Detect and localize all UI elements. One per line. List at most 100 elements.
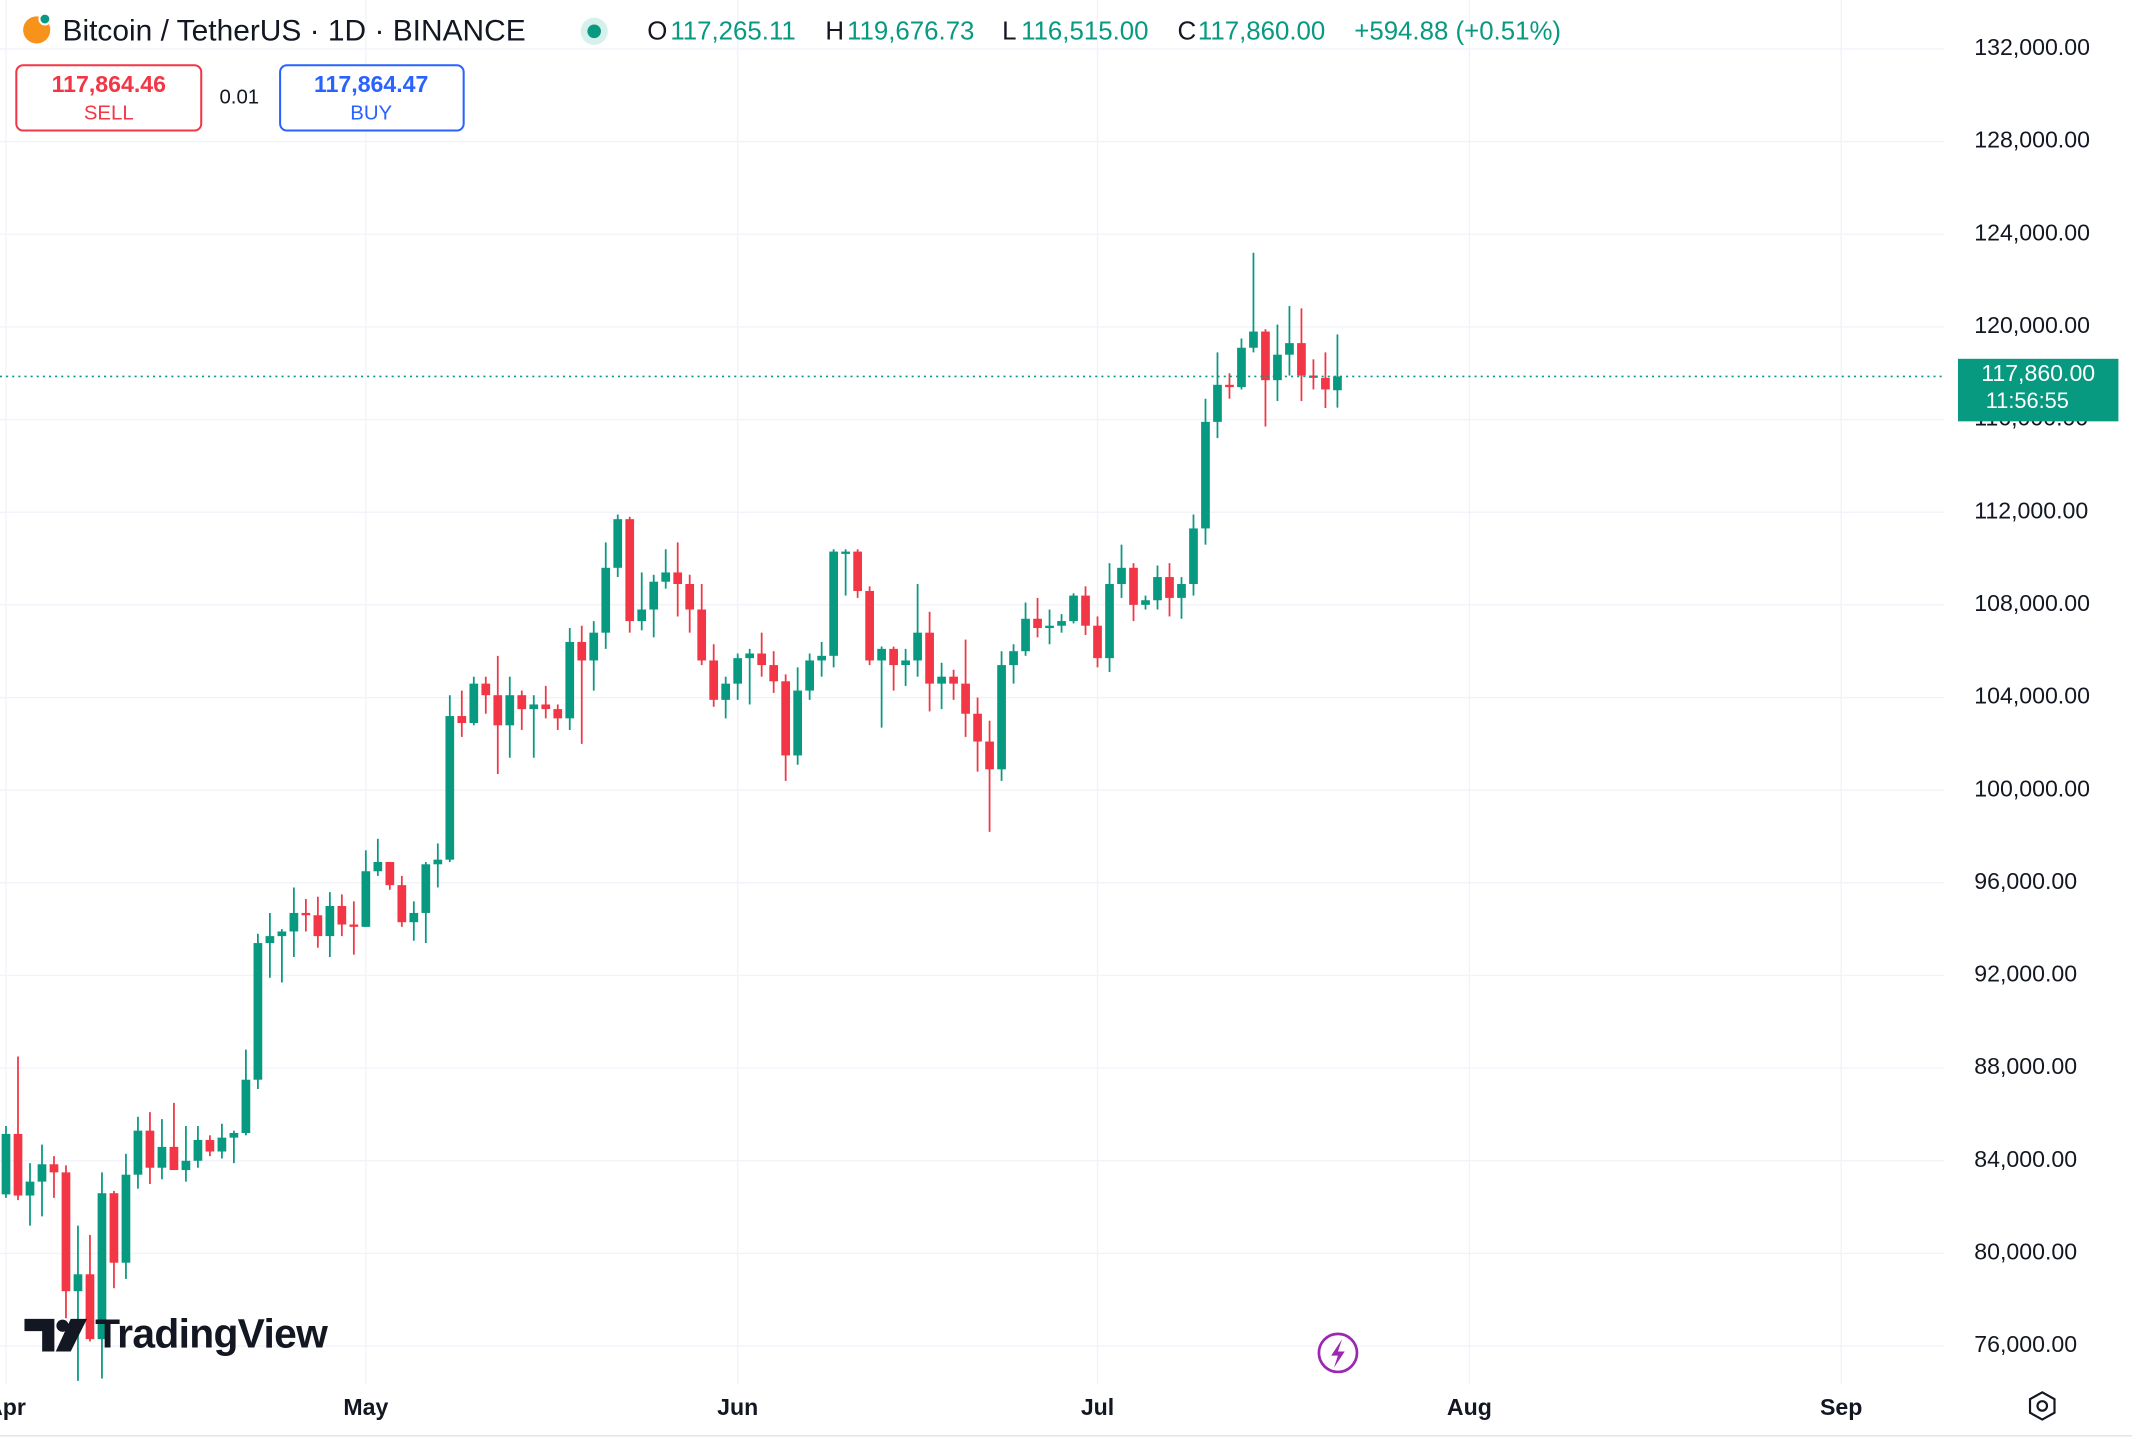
ohlc-value: 119,676.73 (847, 17, 974, 45)
lightning-button[interactable] (1317, 1332, 1359, 1374)
buy-price: 117,864.47 (314, 71, 428, 97)
candle-body (193, 1139, 203, 1161)
candle-body (925, 632, 934, 684)
settings-icon (2028, 1391, 2056, 1421)
ohlc-key: C (1177, 17, 1196, 45)
x-tick-label: Sep (1820, 1394, 1862, 1420)
candle-body (865, 590, 874, 661)
candle-body (1333, 376, 1342, 391)
x-tick-label: Apr (0, 1394, 26, 1420)
candle-body (1045, 625, 1054, 629)
candle-body (1093, 625, 1102, 659)
candle-body (1033, 618, 1042, 629)
price-label-box (1957, 358, 2119, 422)
candle-body (205, 1139, 215, 1152)
candle-body (229, 1132, 239, 1138)
y-tick-label: 112,000.00 (1974, 497, 2088, 523)
candle-body (1081, 595, 1090, 626)
candle-body (541, 704, 551, 710)
candle-body (217, 1137, 227, 1152)
coin-badge (38, 12, 52, 26)
candle-body (625, 519, 635, 622)
candle-body (1237, 347, 1246, 388)
candle-body (445, 716, 455, 860)
candle-body (1069, 595, 1078, 622)
y-tick-label: 76,000.00 (1974, 1331, 2077, 1357)
ohlc-value: 117,265.11 (670, 17, 795, 45)
candle-body (13, 1133, 23, 1196)
settings-button[interactable] (2028, 1391, 2056, 1421)
sell-label: SELL (84, 103, 134, 125)
x-tick-label: May (343, 1394, 388, 1420)
candle-body (817, 655, 826, 661)
candle-body (889, 648, 898, 666)
logo-slash (55, 1318, 88, 1352)
candle-body (1273, 354, 1282, 381)
candle-body (901, 660, 910, 666)
candle-body (97, 1193, 107, 1340)
candle-body (529, 704, 539, 710)
candle-body (1021, 618, 1030, 652)
candle-body (565, 641, 575, 719)
y-tick-label: 120,000.00 (1974, 312, 2090, 338)
price-label: 117,860.00 (1981, 360, 2095, 386)
candle-body (325, 905, 335, 937)
candle-body (661, 572, 671, 582)
candle-body (1321, 377, 1330, 390)
candle-body (853, 551, 862, 591)
candle-body (745, 653, 755, 659)
candle-body (169, 1146, 179, 1171)
candle-body (829, 551, 838, 656)
candles (0, 252, 1945, 1381)
candle-body (517, 695, 527, 710)
candle-body (637, 609, 647, 622)
candle-body (1009, 651, 1018, 666)
candle-body (241, 1079, 251, 1133)
candle-body (121, 1174, 131, 1263)
candle-body (145, 1130, 155, 1168)
candle-body (793, 690, 803, 756)
candle-body (1297, 343, 1306, 376)
y-tick-label: 108,000.00 (1974, 590, 2090, 616)
candle-body (913, 632, 922, 661)
candle-body (361, 871, 371, 927)
y-tick-label: 92,000.00 (1974, 961, 2077, 987)
candle-body (709, 660, 719, 700)
ohlc-key: O (647, 17, 667, 45)
buy-button[interactable] (279, 64, 465, 132)
candle-body (601, 567, 611, 633)
candle-body (1309, 375, 1318, 378)
candle-body (313, 915, 323, 937)
candle-body (553, 709, 563, 719)
ohlc-value: 116,515.00 (1021, 17, 1148, 45)
candle-body (1057, 621, 1066, 626)
y-tick-label: 96,000.00 (1974, 868, 2077, 894)
candle-body (997, 665, 1006, 770)
candle-body (1189, 528, 1198, 585)
candle-body (1, 1133, 11, 1195)
candle-body (673, 572, 683, 585)
quantity[interactable]: 0.01 (219, 86, 259, 108)
candle-body (493, 695, 503, 726)
symbol-title[interactable]: Bitcoin / TetherUS · 1D · BINANCE (63, 15, 526, 48)
candle-body (613, 519, 623, 568)
candle-body (805, 660, 815, 691)
candle-body (733, 658, 743, 684)
y-tick-label: 104,000.00 (1974, 683, 2090, 709)
candle-body (961, 683, 970, 714)
logo-text: TradingView (95, 1310, 328, 1356)
ohlc-key: L (1002, 17, 1016, 45)
ohlc-value: 117,860.00 (1198, 17, 1325, 45)
y-tick-label: 100,000.00 (1974, 775, 2090, 801)
candle-body (61, 1172, 71, 1292)
y-tick-label: 88,000.00 (1974, 1053, 2077, 1079)
candle-body (949, 676, 958, 684)
sell-price: 117,864.46 (52, 71, 167, 97)
candle-body (157, 1146, 167, 1168)
sell-button[interactable] (15, 64, 203, 132)
logo-dot (56, 1319, 69, 1332)
countdown: 11:56:55 (1986, 388, 2069, 413)
candle-body (1117, 567, 1126, 585)
candle-body (337, 905, 347, 925)
